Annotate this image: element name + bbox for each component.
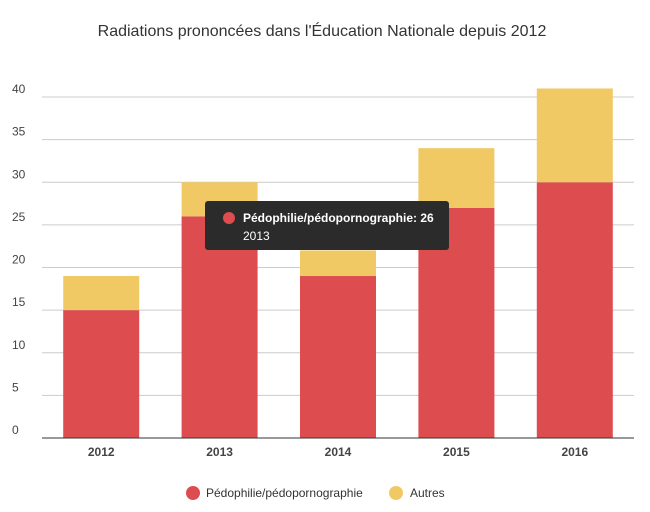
tooltip-box <box>205 201 449 250</box>
tooltip-swatch <box>223 212 235 224</box>
bar-segment-pedophilie[interactable] <box>181 216 258 438</box>
y-tick-label: 30 <box>12 167 26 181</box>
x-tick-label: 2016 <box>561 445 588 459</box>
legend-item[interactable]: Autres <box>389 486 445 500</box>
legend-swatch <box>389 486 403 500</box>
chart-title: Radiations prononcées dans l'Éducation N… <box>98 21 547 40</box>
bar-segment-pedophilie[interactable] <box>63 310 140 438</box>
x-tick-label: 2015 <box>443 445 470 459</box>
bar-segment-autres[interactable] <box>536 88 613 183</box>
bar-segment-autres[interactable] <box>300 250 376 277</box>
tooltip-category: 2013 <box>243 229 270 243</box>
bar-segment-pedophilie[interactable] <box>536 182 613 438</box>
x-tick-label: 2013 <box>206 445 233 459</box>
x-tick-label: 2014 <box>325 445 352 459</box>
bar-segment-pedophilie[interactable] <box>300 276 376 438</box>
legend-swatch <box>186 486 200 500</box>
legend-label: Pédophilie/pédopornographie <box>206 486 363 500</box>
y-tick-label: 35 <box>12 125 26 139</box>
bar-segment-autres[interactable] <box>63 276 140 311</box>
bar-segment-autres[interactable] <box>418 148 495 208</box>
y-tick-label: 25 <box>12 210 26 224</box>
y-tick-label: 40 <box>12 82 26 96</box>
tooltip-series-label: Pédophilie/pédopornographie: 26 <box>243 211 434 225</box>
y-tick-label: 10 <box>12 338 26 352</box>
legend-item[interactable]: Pédophilie/pédopornographie <box>186 486 363 500</box>
y-tick-label: 20 <box>12 253 26 267</box>
x-tick-label: 2012 <box>88 445 115 459</box>
legend: Pédophilie/pédopornographie Autres <box>186 486 445 500</box>
y-axis-ticks: 0 5 10 15 20 25 30 35 40 <box>12 82 26 437</box>
y-tick-label: 5 <box>12 380 19 394</box>
x-axis-ticks: 2012 2013 2014 2015 2016 <box>88 445 589 459</box>
tooltip: Pédophilie/pédopornographie: 26 2013 <box>205 201 449 250</box>
y-tick-label: 0 <box>12 423 19 437</box>
bars <box>63 88 613 438</box>
legend-label: Autres <box>410 486 445 500</box>
y-tick-label: 15 <box>12 295 26 309</box>
